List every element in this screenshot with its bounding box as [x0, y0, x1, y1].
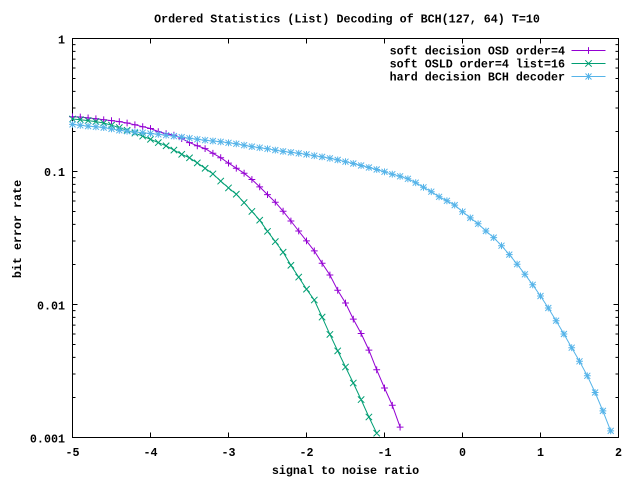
svg-text:-1: -1 [377, 446, 391, 460]
svg-text:1: 1 [537, 446, 544, 460]
svg-text:-4: -4 [143, 446, 157, 460]
svg-text:-2: -2 [299, 446, 313, 460]
svg-text:0.1: 0.1 [44, 166, 65, 180]
svg-text:2: 2 [615, 446, 622, 460]
svg-text:-3: -3 [221, 446, 235, 460]
svg-text:signal to noise ratio: signal to noise ratio [272, 464, 419, 478]
svg-text:Ordered Statistics (List) Deco: Ordered Statistics (List) Decoding of BC… [154, 13, 540, 27]
svg-text:0.01: 0.01 [37, 299, 65, 313]
svg-text:soft OSLD order=4 list=16: soft OSLD order=4 list=16 [390, 58, 565, 72]
svg-text:soft decision OSD order=4: soft decision OSD order=4 [390, 45, 565, 59]
svg-text:0.001: 0.001 [30, 432, 65, 446]
svg-text:hard decision BCH decoder: hard decision BCH decoder [390, 71, 565, 85]
svg-text:bit error rate: bit error rate [11, 180, 25, 278]
svg-text:0: 0 [459, 446, 466, 460]
svg-text:-5: -5 [65, 446, 79, 460]
svg-text:1: 1 [58, 34, 65, 48]
